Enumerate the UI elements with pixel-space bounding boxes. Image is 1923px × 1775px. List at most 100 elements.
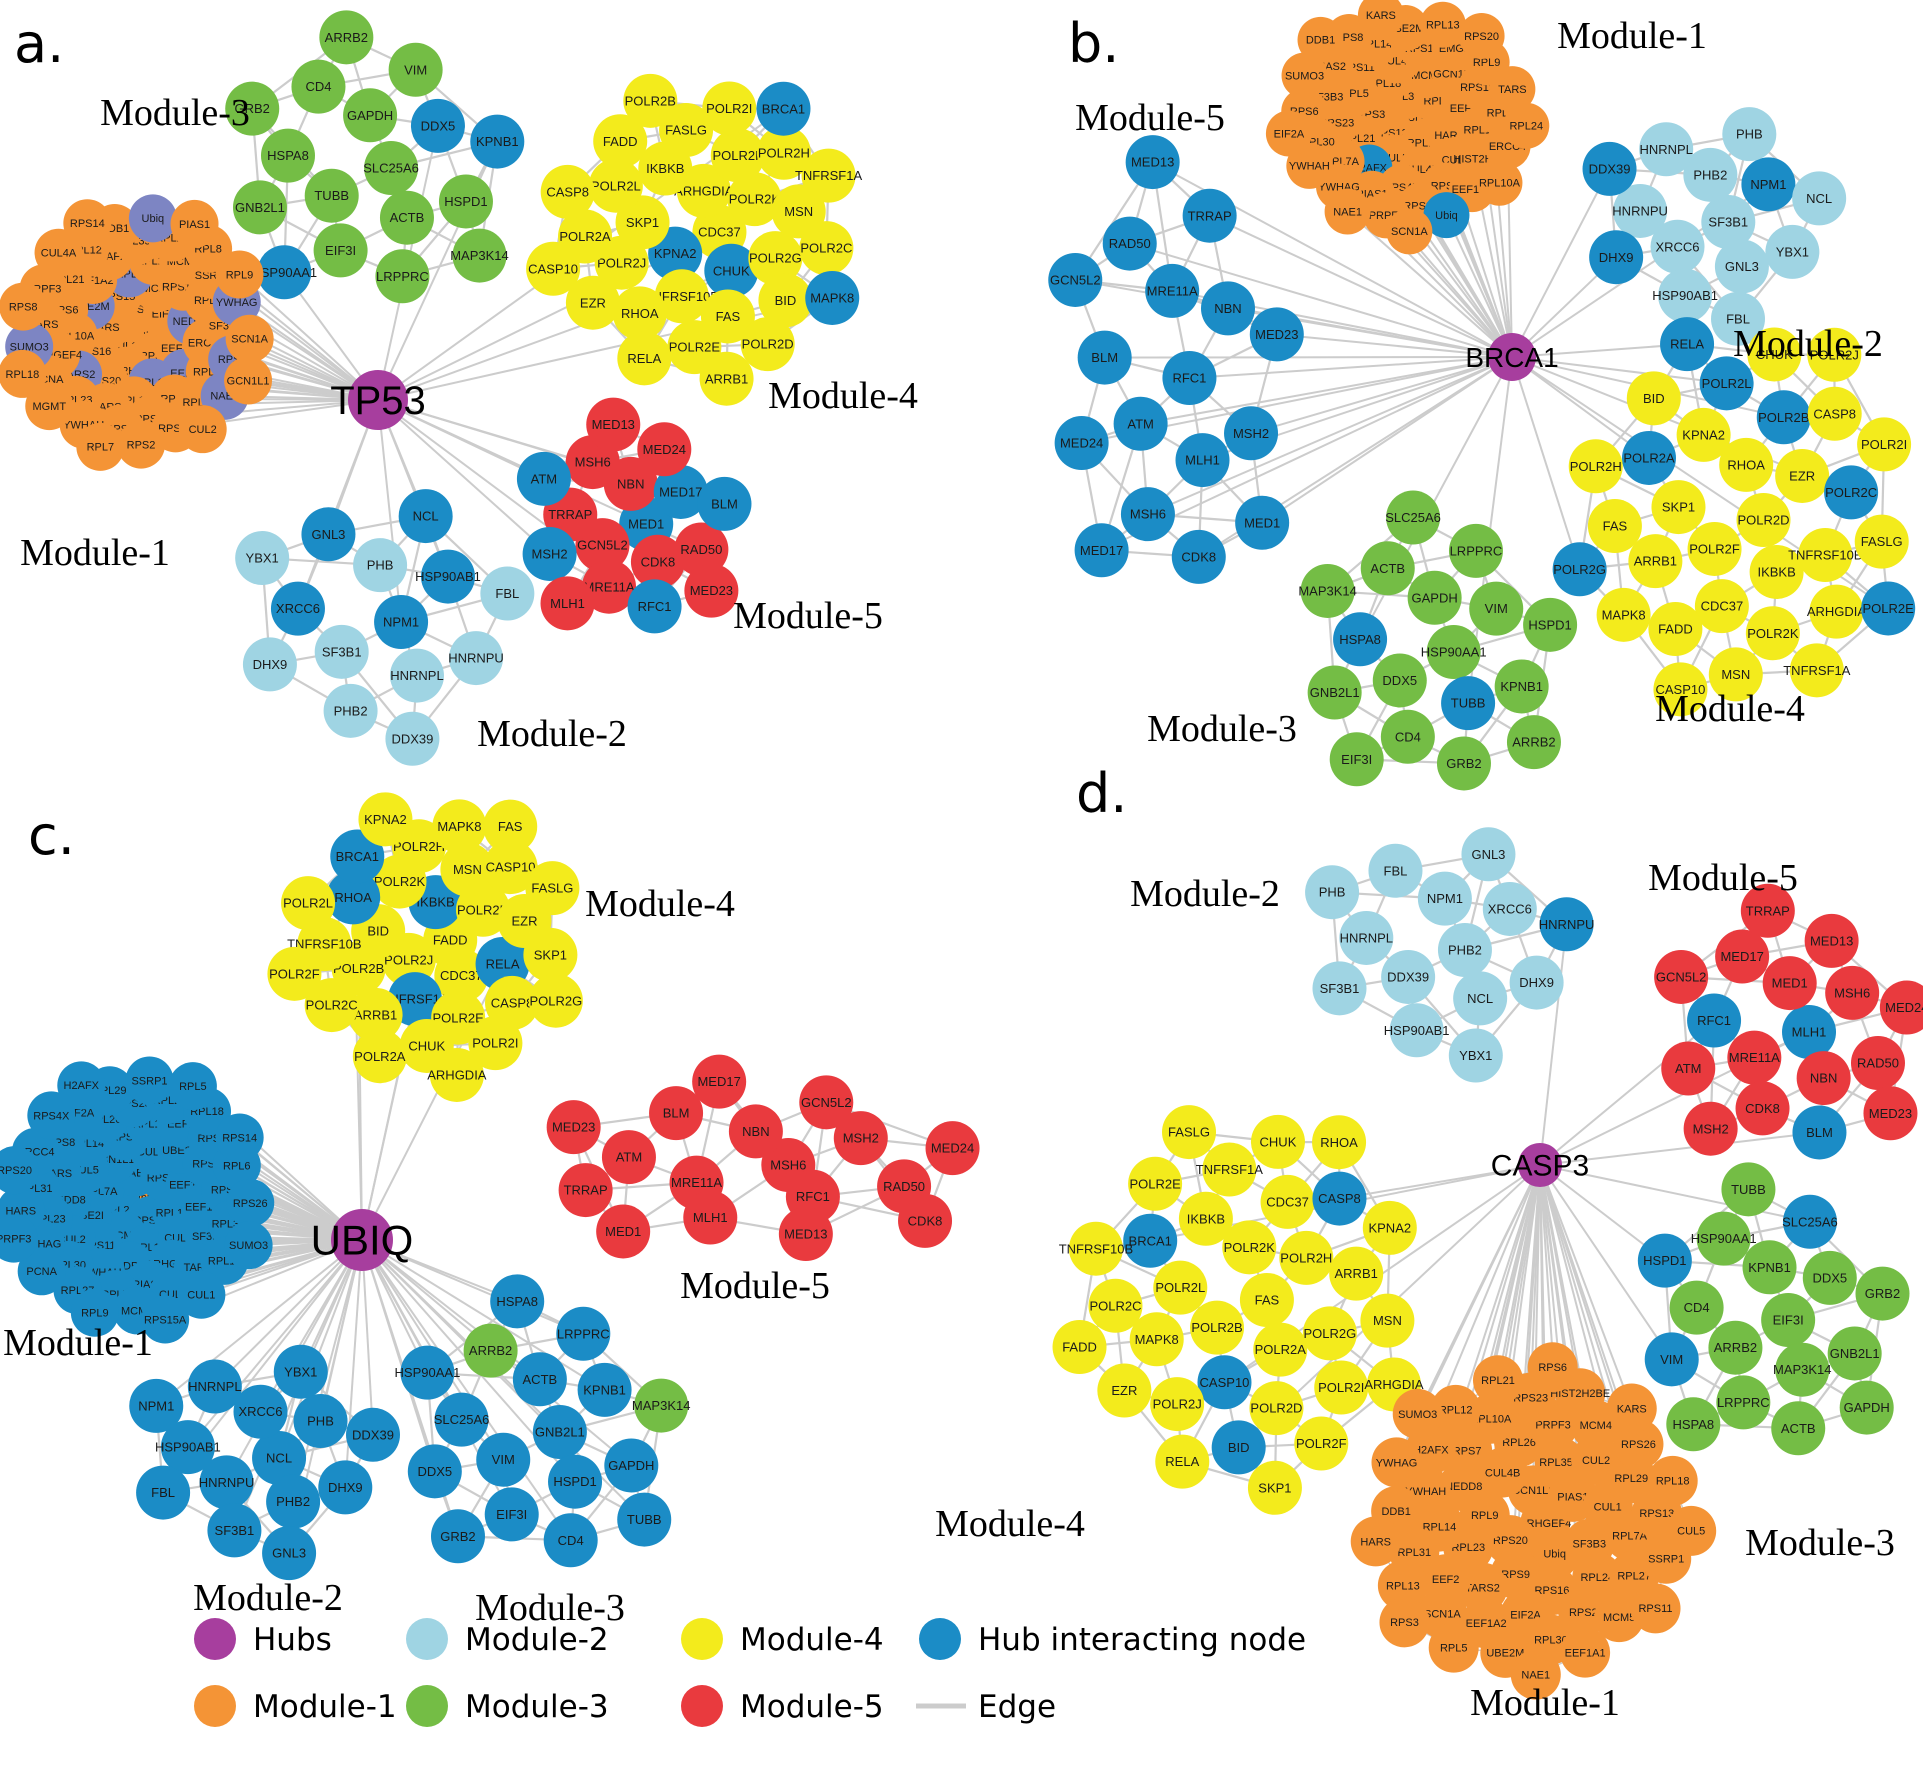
node-label: NPM1 (1750, 177, 1786, 192)
node-label: EIF3I (1341, 752, 1372, 767)
node-circle (1683, 147, 1738, 202)
node-label: EIF2A (1510, 1609, 1541, 1621)
node-label: RPS8 (9, 301, 38, 313)
node-MED17: MED17 (1715, 929, 1770, 984)
node-label: KPNB1 (583, 1382, 626, 1397)
node-label: NPM1 (1427, 891, 1463, 906)
hub-edge (361, 1239, 375, 1435)
node-EIF3I: EIF3I (1329, 732, 1384, 787)
node-RPS26: RPS26 (226, 1178, 275, 1227)
node-label: MAP3K14 (1298, 583, 1357, 598)
node-label: EEF1A1 (1565, 1647, 1606, 1659)
node-label: RPL24 (1580, 1572, 1614, 1584)
node-circle (1687, 993, 1742, 1048)
node-circle (1386, 490, 1441, 545)
node-circle (1350, 1516, 1401, 1567)
node-label: FAS (1255, 1293, 1280, 1308)
node-circle (364, 141, 419, 195)
node-HNRNPU: HNRNPU (199, 1455, 254, 1510)
node-HNRNPL: HNRNPL (187, 1359, 242, 1414)
node-SLC25A6: SLC25A6 (434, 1392, 489, 1447)
node-SF3B1: SF3B1 (207, 1503, 262, 1558)
node-label: FBL (495, 586, 519, 601)
node-circle (1377, 1560, 1428, 1611)
node-label: CDK8 (1181, 549, 1216, 564)
node-circle (1294, 1416, 1349, 1471)
hub-edge (278, 1239, 363, 1459)
node-label: CDC37 (1701, 599, 1744, 614)
node-HSPA8: HSPA8 (260, 128, 315, 183)
node-label: RPS4X (33, 1110, 70, 1122)
node-circle (1587, 499, 1642, 554)
node-label: Ubiq (142, 213, 165, 225)
node-label: SF3B1 (322, 644, 362, 659)
hub-edge (1140, 356, 1513, 425)
node-ACTB: ACTB (1360, 541, 1415, 596)
panel-letter: d. (1076, 762, 1127, 825)
node-NPM1: NPM1 (374, 595, 429, 649)
node-label: POLR2H (1570, 459, 1622, 474)
node-circle (1727, 1030, 1782, 1085)
panel-letter: c. (28, 804, 75, 867)
node-POLR2D: POLR2D (1249, 1381, 1304, 1436)
node-DHX9: DHX9 (1509, 955, 1564, 1010)
node-FADD: FADD (1648, 602, 1703, 657)
node-GAPDH: GAPDH (1839, 1380, 1894, 1435)
node-RHOA: RHOA (612, 286, 667, 341)
node-circle (1621, 430, 1676, 485)
node-label: BLM (711, 496, 738, 511)
node-circle (1329, 732, 1384, 787)
node-circle (1771, 1401, 1826, 1456)
node-MED1: MED1 (1235, 495, 1290, 550)
node-label: RPS7 (1453, 1446, 1482, 1458)
node-label: POLR2D (1737, 513, 1789, 528)
node-label: FASLG (1861, 534, 1903, 549)
node-label: TNFRSF1A (795, 168, 863, 183)
node-POLR2K: POLR2K (1222, 1220, 1277, 1275)
node-POLR2A: POLR2A (1621, 430, 1676, 485)
node-label: BRCA1 (336, 849, 379, 864)
hub-label: CASP3 (1491, 1150, 1589, 1183)
node-circle (1211, 1420, 1266, 1475)
node-circle (1653, 662, 1708, 717)
hub-circle (1518, 1143, 1562, 1187)
node-label: IKBKB (1757, 565, 1795, 580)
node-label: DDX5 (417, 1464, 452, 1479)
node-label: TNFRSF1A (1196, 1162, 1264, 1177)
node-SF3B1: SF3B1 (1312, 961, 1367, 1016)
node-circle (1596, 587, 1651, 642)
module-label-module-4: Module-4 (935, 1503, 1085, 1545)
node-GRB2: GRB2 (430, 1509, 485, 1564)
node-label: SLC25A6 (1385, 510, 1441, 525)
node-circle (257, 245, 312, 300)
node-circle (692, 1054, 747, 1109)
node-circle (1153, 1260, 1208, 1315)
node-circle (1324, 188, 1371, 235)
node-POLR2J: POLR2J (1150, 1377, 1205, 1432)
node-ARRB1: ARRB1 (348, 987, 403, 1042)
node-RPS8: RPS8 (0, 282, 48, 331)
node-TNFRSF10B: TNFRSF10B (1059, 1221, 1133, 1276)
node-circle (516, 451, 571, 506)
node-RPL24: RPL24 (1503, 102, 1550, 149)
node-POLR2G: POLR2G (1552, 542, 1607, 597)
node-circle (1694, 579, 1749, 634)
node-label: FBL (1384, 863, 1408, 878)
node-MED24: MED24 (1879, 980, 1923, 1035)
node-label: MED13 (1810, 933, 1853, 948)
label-layer: Module-1 Module-2 Module-5 Module-3 Module-4 (1075, 15, 1883, 750)
node-label: CASP10 (528, 261, 578, 276)
node-POLR2K: POLR2K (1745, 606, 1800, 661)
node-MSN: MSN (771, 184, 826, 239)
node-label: TUBB (627, 1512, 662, 1527)
node-FASLG: FASLG (659, 103, 714, 158)
node-label: CASP8 (1318, 1191, 1361, 1206)
node-POLR2H: POLR2H (756, 125, 811, 180)
label-layer: Module-4 Module-5 Module-1 Module-2 Module-3 (3, 883, 830, 1629)
node-CHUK: CHUK (1747, 327, 1802, 382)
node-ATM: ATM (601, 1130, 656, 1185)
node-MAP3K14: MAP3K14 (450, 228, 509, 283)
node-circle (281, 876, 336, 931)
node-circle (771, 184, 826, 239)
node-label: FAS (498, 819, 523, 834)
